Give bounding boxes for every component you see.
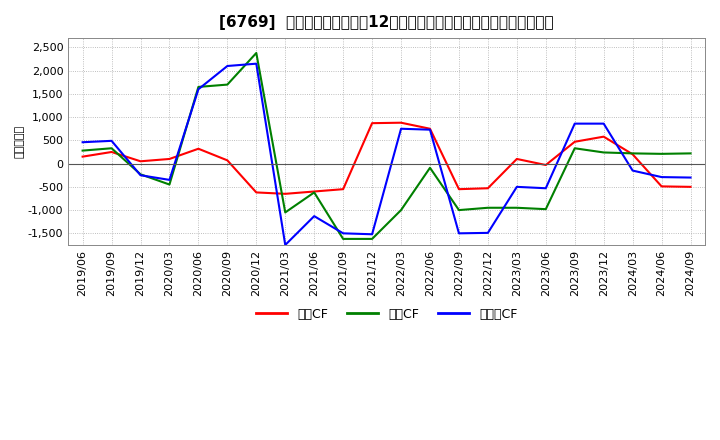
フリーCF: [397, 126, 405, 132]
営業CF: [281, 191, 289, 197]
フリーCF: [599, 121, 608, 126]
投資CF: [426, 165, 434, 170]
営業CF: [541, 162, 550, 168]
営業CF: [194, 146, 203, 151]
投資CF: [310, 190, 318, 195]
営業CF: [136, 159, 145, 164]
Line: フリーCF: フリーCF: [83, 64, 690, 245]
投資CF: [339, 236, 348, 242]
投資CF: [657, 151, 666, 157]
Title: [6769]  キャッシュフローの12か月移動合計の対前年同期増減額の推移: [6769] キャッシュフローの12か月移動合計の対前年同期増減額の推移: [220, 15, 554, 30]
営業CF: [223, 158, 232, 163]
営業CF: [454, 187, 463, 192]
Y-axis label: （百万円）: （百万円）: [15, 125, 25, 158]
フリーCF: [107, 138, 116, 143]
Line: 営業CF: 営業CF: [83, 123, 690, 194]
フリーCF: [194, 87, 203, 92]
投資CF: [165, 182, 174, 187]
投資CF: [484, 205, 492, 210]
営業CF: [513, 156, 521, 161]
投資CF: [368, 236, 377, 242]
フリーCF: [368, 231, 377, 237]
投資CF: [629, 151, 637, 156]
営業CF: [426, 126, 434, 132]
フリーCF: [570, 121, 579, 126]
営業CF: [599, 134, 608, 139]
投資CF: [570, 146, 579, 151]
フリーCF: [223, 63, 232, 69]
営業CF: [686, 184, 695, 190]
フリーCF: [281, 242, 289, 248]
フリーCF: [165, 177, 174, 183]
投資CF: [686, 151, 695, 156]
フリーCF: [454, 231, 463, 236]
Line: 投資CF: 投資CF: [83, 53, 690, 239]
フリーCF: [484, 230, 492, 235]
営業CF: [657, 184, 666, 189]
Legend: 営業CF, 投資CF, フリーCF: 営業CF, 投資CF, フリーCF: [251, 303, 522, 326]
フリーCF: [657, 174, 666, 180]
営業CF: [368, 121, 377, 126]
フリーCF: [136, 172, 145, 178]
フリーCF: [339, 231, 348, 236]
営業CF: [629, 152, 637, 157]
フリーCF: [252, 61, 261, 66]
投資CF: [136, 172, 145, 177]
営業CF: [78, 154, 87, 159]
営業CF: [165, 156, 174, 161]
フリーCF: [78, 139, 87, 145]
投資CF: [454, 207, 463, 213]
営業CF: [310, 189, 318, 194]
営業CF: [570, 139, 579, 144]
営業CF: [107, 149, 116, 154]
フリーCF: [426, 127, 434, 132]
投資CF: [107, 146, 116, 151]
営業CF: [252, 190, 261, 195]
投資CF: [252, 50, 261, 55]
投資CF: [194, 84, 203, 90]
フリーCF: [310, 213, 318, 219]
投資CF: [599, 150, 608, 155]
投資CF: [513, 205, 521, 210]
投資CF: [78, 148, 87, 153]
フリーCF: [629, 168, 637, 173]
営業CF: [339, 187, 348, 192]
営業CF: [397, 120, 405, 125]
投資CF: [223, 82, 232, 87]
フリーCF: [513, 184, 521, 190]
投資CF: [281, 210, 289, 215]
営業CF: [484, 186, 492, 191]
投資CF: [397, 207, 405, 213]
投資CF: [541, 206, 550, 212]
フリーCF: [686, 175, 695, 180]
フリーCF: [541, 186, 550, 191]
